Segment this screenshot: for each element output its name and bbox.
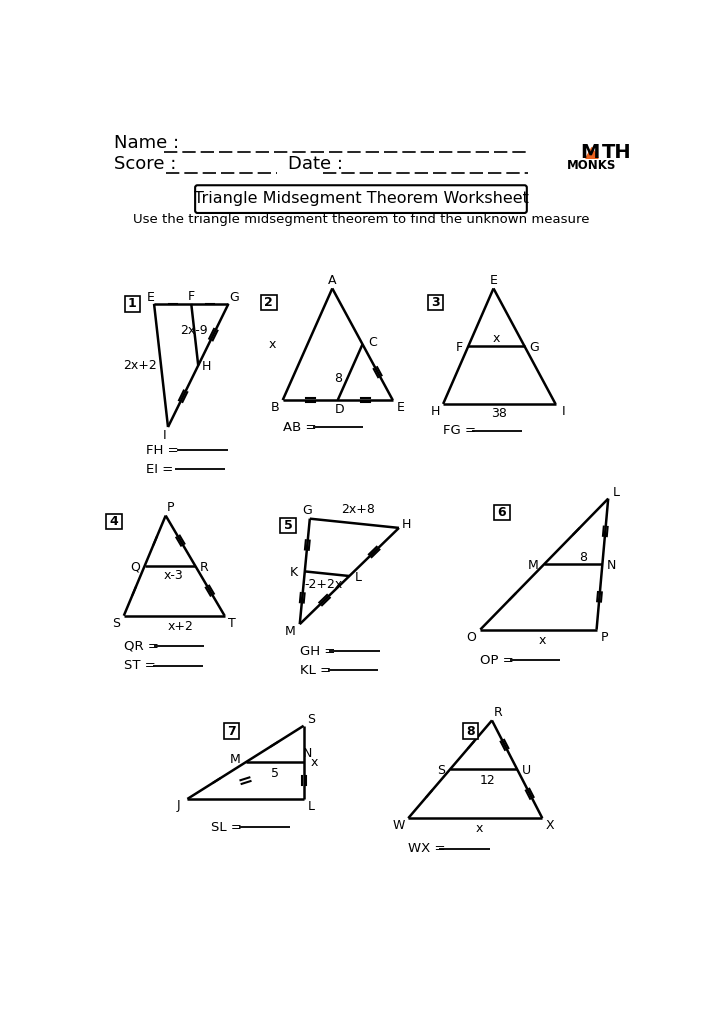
Text: -2+2x: -2+2x — [304, 578, 342, 591]
Text: R: R — [494, 707, 502, 719]
Text: ST =: ST = — [124, 659, 156, 672]
Text: A: A — [328, 274, 337, 287]
Text: 12: 12 — [479, 773, 495, 786]
Text: M: M — [581, 143, 599, 163]
Text: H: H — [431, 406, 440, 418]
Text: S: S — [308, 713, 316, 726]
FancyBboxPatch shape — [463, 724, 478, 739]
Text: x: x — [476, 822, 483, 836]
Text: x: x — [311, 756, 318, 769]
Text: I: I — [561, 406, 565, 418]
Text: J: J — [176, 799, 180, 812]
Text: AB =: AB = — [282, 421, 316, 433]
Text: 2x-9: 2x-9 — [180, 325, 209, 337]
Text: FH =: FH = — [146, 443, 179, 457]
Text: N: N — [607, 559, 616, 572]
Text: G: G — [529, 341, 539, 354]
Text: Triangle Midsegment Theorem Worksheet: Triangle Midsegment Theorem Worksheet — [193, 190, 529, 206]
Text: H: H — [402, 517, 411, 530]
Text: S: S — [437, 764, 445, 777]
Text: Q: Q — [130, 561, 140, 573]
Text: L: L — [355, 571, 362, 584]
Text: 38: 38 — [492, 408, 508, 421]
Text: 3: 3 — [431, 296, 439, 309]
Text: KL =: KL = — [300, 664, 331, 677]
FancyBboxPatch shape — [125, 296, 140, 311]
FancyBboxPatch shape — [494, 505, 510, 520]
Text: SL =: SL = — [211, 821, 242, 834]
Text: G: G — [229, 291, 239, 304]
Text: E: E — [147, 291, 155, 304]
Text: EI =: EI = — [146, 463, 174, 476]
Text: X: X — [546, 819, 555, 833]
Text: H: H — [201, 360, 211, 374]
Text: FG =: FG = — [443, 424, 476, 437]
Text: T: T — [229, 616, 236, 630]
FancyBboxPatch shape — [428, 295, 443, 310]
Text: N: N — [303, 746, 312, 760]
Text: O: O — [466, 631, 476, 644]
Text: S: S — [112, 616, 120, 630]
Text: 6: 6 — [497, 506, 506, 519]
Text: E: E — [489, 274, 497, 287]
FancyBboxPatch shape — [224, 724, 240, 739]
Text: 7: 7 — [227, 725, 236, 737]
Text: C: C — [369, 336, 377, 349]
Text: 1: 1 — [128, 297, 137, 310]
Text: L: L — [613, 486, 620, 499]
Text: 8: 8 — [578, 552, 586, 564]
Text: 5: 5 — [271, 767, 279, 779]
Text: QR =: QR = — [124, 640, 159, 653]
Text: Date :: Date : — [288, 155, 343, 173]
Text: 5: 5 — [284, 519, 292, 532]
Text: 8: 8 — [466, 725, 474, 737]
Text: x: x — [539, 634, 546, 647]
Text: L: L — [308, 800, 315, 813]
Text: B: B — [271, 401, 279, 415]
Text: F: F — [188, 290, 195, 303]
Text: GH =: GH = — [300, 644, 335, 657]
Text: P: P — [167, 502, 174, 514]
Text: TH: TH — [602, 143, 631, 163]
Text: x: x — [268, 338, 276, 351]
Text: D: D — [334, 402, 344, 416]
Text: G: G — [302, 505, 311, 517]
FancyBboxPatch shape — [195, 185, 527, 213]
FancyBboxPatch shape — [261, 295, 277, 310]
Polygon shape — [586, 147, 598, 159]
Text: M: M — [230, 753, 240, 766]
Text: K: K — [290, 566, 298, 580]
Text: U: U — [522, 764, 531, 777]
Text: Score :: Score : — [114, 155, 176, 173]
Text: 8: 8 — [334, 372, 342, 385]
Text: MONKS: MONKS — [567, 159, 617, 172]
Text: 2x+8: 2x+8 — [341, 503, 375, 516]
Text: x+2: x+2 — [167, 620, 193, 633]
Text: 4: 4 — [109, 515, 118, 528]
Text: M: M — [285, 626, 296, 638]
Text: Name :: Name : — [114, 134, 179, 153]
Text: 2x+2: 2x+2 — [123, 359, 157, 372]
Text: x: x — [493, 332, 500, 345]
Text: W: W — [392, 819, 405, 833]
Text: F: F — [455, 341, 463, 354]
Text: R: R — [200, 561, 209, 573]
Text: 2: 2 — [264, 296, 273, 309]
Text: WX =: WX = — [408, 843, 446, 855]
Text: I: I — [162, 429, 166, 442]
FancyBboxPatch shape — [280, 518, 296, 534]
Text: OP =: OP = — [480, 654, 514, 667]
Text: x-3: x-3 — [164, 569, 184, 582]
Text: M: M — [528, 559, 539, 572]
FancyBboxPatch shape — [106, 514, 122, 529]
Text: P: P — [601, 631, 608, 644]
Text: E: E — [397, 401, 405, 415]
Text: Use the triangle midsegment theorem to find the unknown measure: Use the triangle midsegment theorem to f… — [132, 213, 589, 225]
